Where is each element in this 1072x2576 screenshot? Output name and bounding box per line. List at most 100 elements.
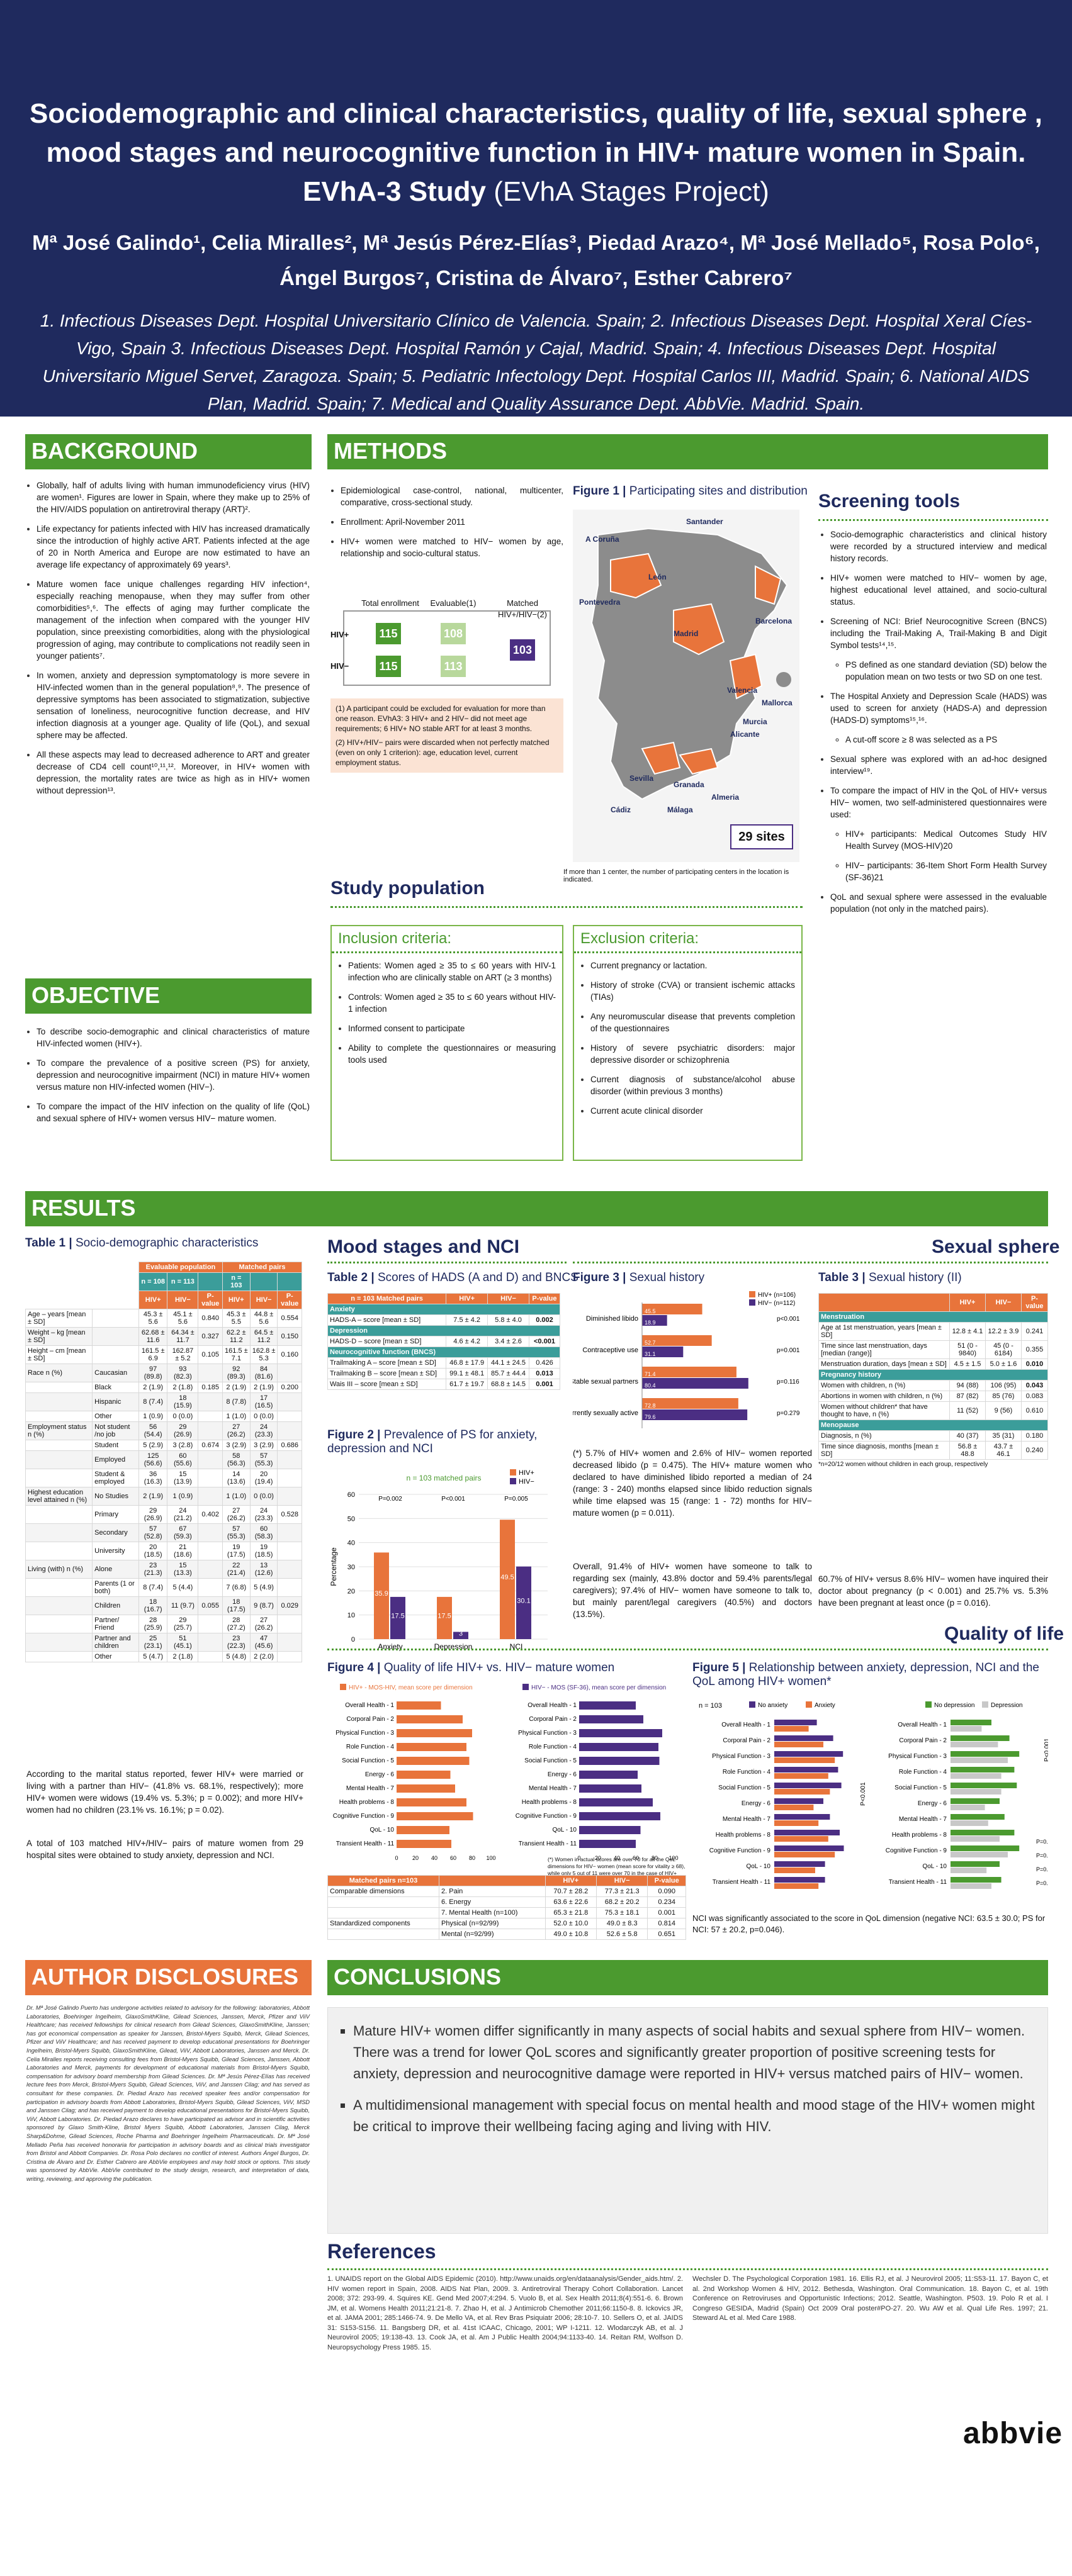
bar [642,1335,712,1346]
screening-item: The Hospital Anxiety and Depression Scal… [830,690,1047,726]
t1-cell: 60 (58.3) [249,1523,278,1542]
y-tick-label: Social Function - 5 [718,1784,770,1791]
exclusion-title: Exclusion criteria: [574,926,801,953]
exclusion-item: History of severe psychiatric disorders:… [590,1042,795,1066]
t1-cell: 0 (0.0) [249,1487,278,1506]
t1-cell [277,1523,302,1542]
t3-cell: 11 (52) [949,1401,986,1420]
t3-section: Pregnancy history [818,1369,1048,1380]
t2-col: n = 103 Matched pairs [327,1293,447,1304]
t3-cell: 35 (31) [985,1430,1022,1442]
t1-cell: 2 (1.9) [222,1382,251,1393]
t1-cell: 57 (55.3) [222,1523,251,1542]
qol-cell: 77.3 ± 21.3 [595,1886,648,1897]
t1-cell: 27 (26.2) [249,1615,278,1633]
inclusion-item: Informed consent to participate [348,1022,556,1034]
t3-cell: Age at 1st menstruation, years [mean ± S… [818,1322,951,1341]
qol-cell: 7. Mental Health (n=100) [439,1907,546,1918]
t1-cell [25,1578,93,1597]
bar [951,1773,1001,1779]
bar-value-label: 30.1 [517,1597,530,1604]
table-row: 7. Mental Health (n=100) 65.3 ± 21.8 75.3 … [327,1907,686,1918]
t1-cell: 2 (1.8) [167,1382,199,1393]
inclusion-item: Ability to complete the questionnaires o… [348,1042,556,1066]
map-city-label: Madrid [674,629,699,638]
qol-cell [327,1907,440,1918]
table-row: Comparable dimensions 2. Pain 70.7 ± 28.2 7… [327,1886,686,1897]
t1-cell [25,1450,93,1469]
t2-cell: 99.1 ± 48.1 [446,1368,488,1379]
t1-cell [277,1542,302,1560]
qol-cell: 0.651 [647,1929,686,1940]
table-row: Wais III – score [mean ± SD] 61.7 ± 19.7 6… [327,1379,561,1390]
legend-label: HIV− (n=112) [758,1300,795,1307]
t3-cell: 0.180 [1020,1430,1049,1442]
t3-cell: 0.610 [1020,1401,1049,1420]
bar-value-label: 79.6 [645,1414,656,1420]
bar-value-label: 52.7 [645,1340,656,1346]
t1-n [277,1272,302,1291]
enrollment-flow: Total enrollment Evaluable(1) Matched HI… [330,598,563,692]
table1-grid: Evaluable population Matched pairs n = 108… [25,1262,303,1662]
bar [390,1596,405,1639]
t1-cell [198,1392,223,1411]
qol-cell: Standardized components [327,1918,440,1929]
t1-cell: Black [92,1382,139,1393]
footnote-2: (2) HIV+/HIV− pairs were discarded when … [336,738,550,767]
x-tick-label: 20 [595,1855,601,1861]
bar [951,1726,982,1732]
t3-cell: 0.083 [1020,1391,1049,1402]
y-tick-label: Transient Health - 11 [713,1879,771,1886]
t1-cell: 0.674 [198,1440,223,1451]
figure1-caption: Figure 1 | Participating sites and distr… [573,484,808,498]
disclosures-text: Dr. Mª José Galindo Puerto has undergone… [26,2005,310,2182]
qol-col: Matched pairs n=103 [327,1875,440,1886]
qol-col: P-value [647,1875,686,1886]
bar [516,1566,531,1639]
t2-cell: HADS-D – score [mean ± SD] [327,1336,447,1347]
figure3-chart: Diminished libido 45.5 18.9 p<0.001 Contrace… [573,1291,800,1428]
y-tick-label: Social Function - 5 [894,1784,947,1791]
t1-cell [198,1651,223,1662]
bar [774,1883,819,1889]
flow-neg-total: 115 [376,656,401,677]
y-tick-label: Stable sexual partners [573,1378,638,1386]
t1-cell: 11 (9.7) [167,1596,199,1615]
t3-cell: 45 (0 - 6184) [985,1340,1022,1359]
table1: Evaluable population Matched pairs n = 108… [25,1262,303,1662]
bar [642,1347,684,1357]
t3-cell: Time since last menstruation, days [medi… [818,1340,951,1359]
figure5-note: NCI was significantly associated to the … [692,1913,1046,1934]
p-value-label: P=0.018 [1036,1866,1048,1873]
t1-cell [277,1487,302,1506]
t2-section: Depression [327,1325,560,1336]
background-item: Mature women face unique challenges rega… [37,578,310,662]
t1-cell: 28 (25.9) [138,1615,168,1633]
t3-cell: 87 (82) [949,1391,986,1402]
t2-section: Neurocognitive function (BNCS) [327,1347,560,1358]
poster-title-sub: (EVhA Stages Project) [494,176,769,207]
t1-col: HIV− [167,1291,199,1309]
figure5-n: n = 103 [699,1702,722,1710]
exclusion-item: Current acute clinical disorder [590,1105,795,1117]
t2-cell: 0.001 [528,1379,561,1390]
bar [642,1367,736,1377]
legend-swatch [749,1291,755,1297]
qol-cell: 49.0 ± 10.8 [544,1929,597,1940]
y-tick-label: Transient Health - 11 [889,1879,947,1886]
sexual-text-2: Overall, 91.4% of HIV+ women have someon… [573,1562,812,1619]
t1-cell [198,1411,223,1422]
t3-col [818,1293,951,1312]
bar [951,1883,991,1889]
t1-cell: Employment status n (%) [25,1421,93,1440]
bar [397,1812,473,1820]
qol-col: HIV− [595,1875,648,1886]
legend-swatch [510,1469,516,1476]
bar [579,1826,641,1834]
methods-item: Enrollment: April-November 2011 [341,516,563,528]
map-city-label: Santander [686,517,723,526]
legend-label: HIV− [519,1478,534,1486]
t1-cell [25,1411,93,1422]
t1-cell: Living (with) n (%) [25,1560,93,1579]
t1-cell: 57 (55.3) [249,1450,278,1469]
